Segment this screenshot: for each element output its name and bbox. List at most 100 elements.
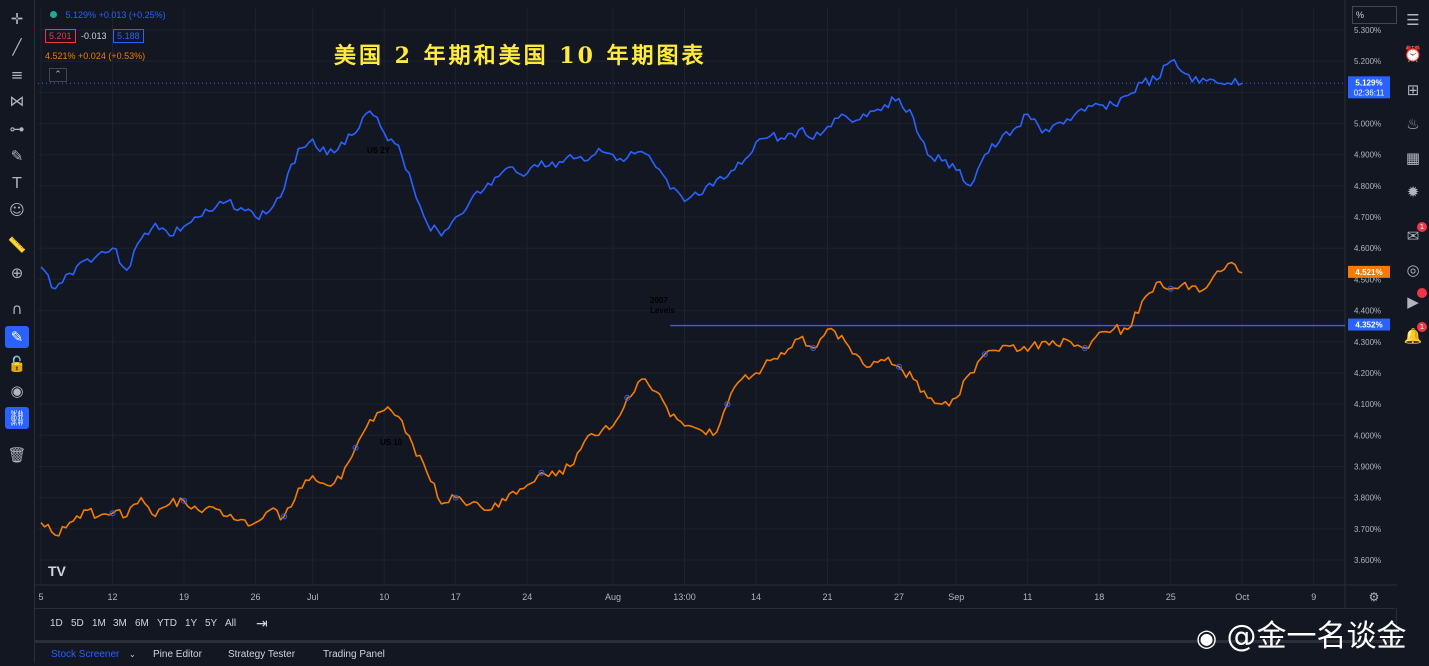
ask-box[interactable]: 5.188 — [113, 29, 144, 43]
y-tick-label: 4.100% — [1354, 400, 1381, 409]
scale-unit-button[interactable]: % — [1352, 6, 1397, 24]
unlock-icon[interactable]: 🔓 — [7, 355, 27, 373]
us10-legend-change: +0.024 (+0.53%) — [78, 51, 146, 61]
add-list-icon[interactable]: ⊞ — [1406, 81, 1420, 99]
notification-badge — [1417, 288, 1427, 298]
lock-drawing-icon[interactable]: ✎ — [5, 326, 29, 348]
collapse-legend-icon[interactable]: ⌃ — [49, 68, 67, 82]
eye-icon[interactable]: ◉ — [10, 382, 24, 400]
dividend-marker[interactable] — [109, 510, 116, 517]
level-line-layer — [38, 82, 1345, 327]
text-icon[interactable]: T — [12, 174, 22, 192]
range-button-5y[interactable]: 5Y — [205, 618, 218, 629]
alarm-clock-icon[interactable]: ⏰ — [1403, 45, 1423, 63]
crosshair-icon[interactable]: ✛ — [10, 10, 24, 28]
range-button-6m[interactable]: 6M — [135, 618, 149, 629]
tab-stock-screener[interactable]: Stock Screener — [51, 649, 120, 660]
tab-trading-panel[interactable]: Trading Panel — [323, 649, 385, 660]
broadcast-icon[interactable]: ▶ — [1401, 288, 1427, 314]
bell-icon[interactable]: 🔔 1 — [1401, 322, 1427, 348]
right-toolbar: ☰ ⏰ ⊞ ♨ ▦ ✹ ✉ 1 ◎ ▶ 🔔 1 — [1396, 0, 1429, 663]
bottom-panel-tabs: Stock Screener ⌄ Pine Editor Strategy Te… — [35, 640, 1397, 666]
range-button-1d[interactable]: 1D — [50, 618, 63, 629]
watermark-text: @金一名谈金 — [1226, 619, 1407, 654]
magnet-icon[interactable]: ∩ — [11, 300, 23, 318]
tradingview-logo: TV — [48, 563, 66, 579]
bid-box[interactable]: 5.201 — [45, 29, 76, 43]
dividend-marker[interactable] — [1167, 285, 1174, 292]
range-bar: 1D 5D 1M 3M 6M YTD 1Y 5Y All ⇥ — [35, 608, 1395, 639]
measure-icon[interactable]: ⊶ — [9, 120, 25, 138]
us10-series-line[interactable] — [40, 261, 1243, 537]
time-scale[interactable]: 5 12 19 26 Jul 10 17 24 Aug 13:00 14 21 27 Sep 11 18 25 O… — [35, 584, 1397, 604]
zoom-icon[interactable]: ⊕ — [10, 264, 24, 282]
dividend-marker[interactable] — [624, 394, 631, 401]
y-tick-label: 4.300% — [1354, 338, 1381, 347]
tab-pine-editor[interactable]: Pine Editor — [153, 649, 202, 660]
y-tick-label: 3.700% — [1354, 525, 1381, 534]
dividend-marker[interactable] — [352, 444, 359, 451]
spread-value: -0.013 — [81, 31, 107, 41]
range-button-1y[interactable]: 1Y — [185, 618, 198, 629]
us2-legend[interactable]: 5.129% +0.013 (+0.25%) — [50, 10, 166, 20]
dividend-marker[interactable] — [896, 363, 902, 370]
brush-icon[interactable]: ✎ — [10, 147, 24, 165]
chat-icon[interactable]: ✉ 1 — [1401, 222, 1427, 248]
price-scale[interactable]: 3.600% 3.700% 3.800% 3.900% 4.000% 4.100% 4.20… — [1344, 0, 1397, 608]
chevron-down-icon[interactable]: ⌄ — [129, 650, 136, 659]
dividend-marker[interactable] — [981, 351, 988, 358]
level-price-label-bg — [1348, 318, 1390, 331]
trend-line-icon[interactable]: ╱ — [12, 38, 22, 56]
range-button-all[interactable]: All — [225, 618, 237, 629]
x-tick-label: 12 — [107, 592, 117, 602]
x-tick-label: 9 — [1311, 592, 1316, 602]
x-tick-label: 26 — [250, 592, 260, 602]
level-annotation: 2007 Levels — [650, 296, 675, 316]
calendar-icon[interactable]: ▦ — [1405, 149, 1421, 167]
hotlist-flame-icon[interactable]: ♨ — [1406, 115, 1420, 133]
range-button-ytd[interactable]: YTD — [157, 618, 177, 629]
ruler-icon[interactable]: 📏 — [7, 236, 27, 254]
weibo-eye-icon: ◉ — [1196, 624, 1217, 652]
dividend-marker[interactable] — [538, 469, 545, 476]
annotation-line2: Levels — [650, 306, 675, 315]
dividend-marker[interactable] — [810, 345, 817, 351]
date-range-icon[interactable]: ⇥ — [256, 615, 268, 631]
watchlist-icon[interactable]: ☰ — [1406, 11, 1420, 29]
dividend-marker[interactable] — [1081, 345, 1088, 351]
price-labels: 5.129%02:36:11 4.521% 4.352% — [1348, 76, 1390, 331]
stream-icon[interactable]: ◎ — [1406, 261, 1420, 279]
green-dot-icon — [50, 11, 57, 18]
dividend-marker[interactable] — [281, 513, 288, 520]
idea-bulb-icon[interactable]: ✹ — [1406, 183, 1420, 201]
link-icon[interactable]: ⛓ — [5, 407, 29, 429]
y-tick-label: 3.900% — [1354, 462, 1381, 471]
x-tick-label: Jul — [307, 592, 319, 602]
tab-strategy-tester[interactable]: Strategy Tester — [228, 649, 296, 660]
us2-legend-price: 5.129% — [65, 10, 97, 20]
horizontal-lines-icon[interactable]: ≡ — [10, 66, 24, 84]
range-button-3m[interactable]: 3M — [113, 618, 127, 629]
range-button-1m[interactable]: 1M — [92, 618, 106, 629]
trash-icon[interactable]: 🗑 — [7, 446, 27, 464]
us10-price-label-bg — [1348, 265, 1390, 278]
level-price-label: 4.352% — [1355, 321, 1382, 330]
y-tick-label: 5.200% — [1354, 57, 1381, 66]
us2-legend-change: +0.013 (+0.25%) — [98, 10, 166, 20]
x-tick-label: 5 — [38, 592, 43, 602]
y-tick-label: 5.000% — [1354, 120, 1381, 129]
y-tick-label: 4.500% — [1354, 275, 1381, 284]
settings-gear-icon[interactable]: ⚙ — [1369, 590, 1380, 604]
dividend-marker[interactable] — [452, 494, 459, 501]
emoji-icon[interactable]: ☺ — [9, 201, 25, 219]
dividend-marker[interactable] — [181, 497, 187, 504]
dividend-marker[interactable] — [724, 401, 731, 408]
us10-legend[interactable]: 4.521% +0.024 (+0.53%) — [45, 51, 145, 61]
us10-legend-price: 4.521% — [45, 51, 76, 61]
x-tick-label: 18 — [1094, 592, 1104, 602]
annotation-line1: 2007 — [650, 296, 668, 305]
range-button-5d[interactable]: 5D — [71, 618, 84, 629]
pattern-icon[interactable]: ⋈ — [9, 92, 25, 110]
us2-series-line[interactable] — [40, 59, 1243, 290]
